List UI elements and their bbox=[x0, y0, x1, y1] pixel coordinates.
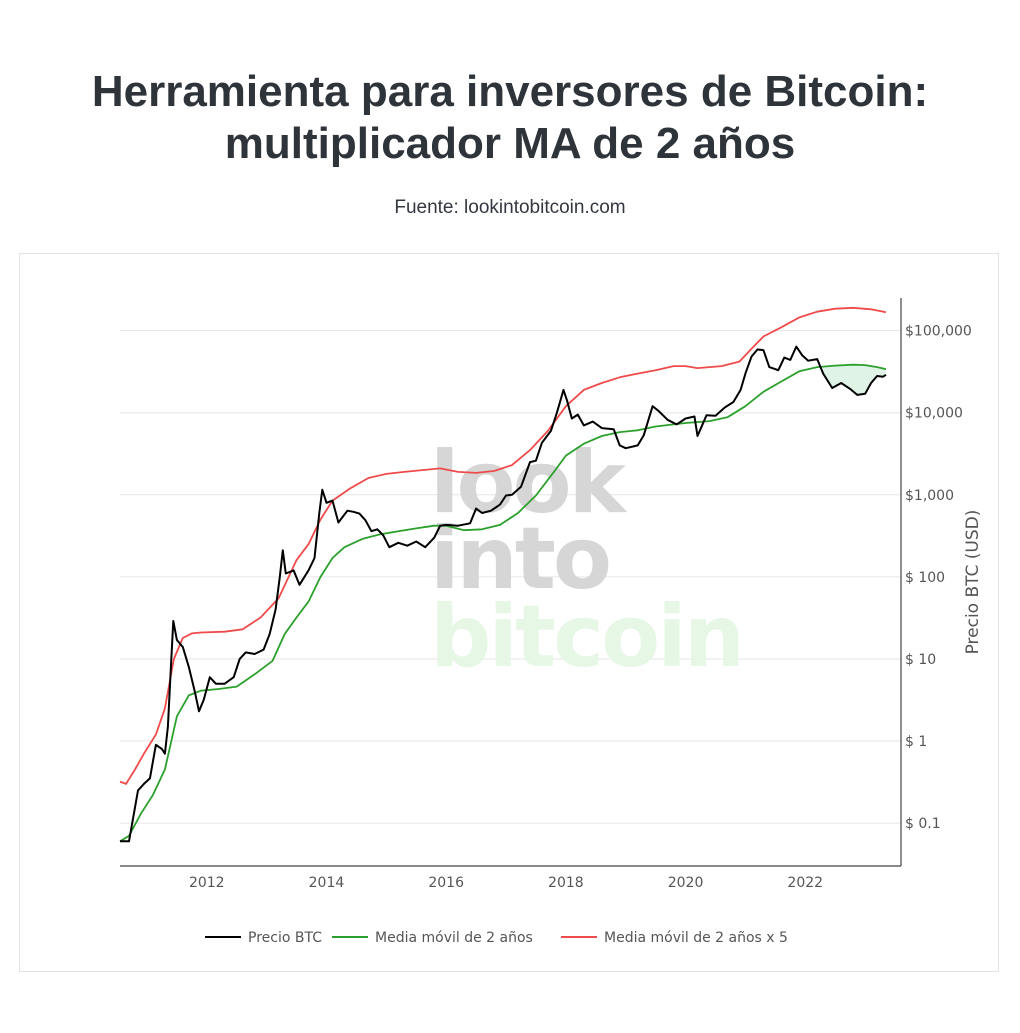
btc-price-line bbox=[120, 345, 887, 843]
ma-2y-x5-line bbox=[119, 306, 887, 785]
legend-item[interactable]: Media móvil de 2 años x 5 bbox=[561, 930, 788, 946]
legend-label: Media móvil de 2 años bbox=[375, 930, 533, 946]
y-axis-title: Precio BTC (USD) bbox=[963, 510, 983, 655]
x-tick-label: 2022 bbox=[787, 875, 823, 891]
legend: Precio BTC Media móvil de 2 años Media móv… bbox=[205, 930, 788, 946]
x-tick-label: 2018 bbox=[548, 875, 584, 891]
watermark-logo: look into bitcoin bbox=[430, 433, 745, 687]
y-tick-label: $10,000 bbox=[905, 406, 963, 422]
x-tick-label: 2014 bbox=[309, 875, 345, 891]
x-tick-labels: 2012 2014 2016 2018 2020 2022 bbox=[189, 875, 823, 891]
y-tick-labels: $ 0.1 $ 1 $ 10 $ 100 $1,000 $10,000 $100,000 bbox=[905, 324, 972, 832]
source-caption: Fuente: lookintobitcoin.com bbox=[394, 197, 626, 218]
y-tick-label: $ 10 bbox=[905, 652, 936, 668]
chart-frame: look into bitcoin 2012 2014 2016 2018 2020 20… bbox=[19, 253, 999, 972]
axes bbox=[120, 298, 902, 867]
y-tick-label: $1,000 bbox=[905, 488, 954, 504]
page-title: Herramienta para inversores de Bitcoin: … bbox=[91, 67, 929, 168]
series-layer bbox=[119, 306, 887, 843]
y-tick-label: $ 0.1 bbox=[905, 816, 941, 832]
x-tick-label: 2012 bbox=[189, 875, 225, 891]
y-tick-label: $100,000 bbox=[905, 324, 972, 340]
legend-item[interactable]: Precio BTC bbox=[205, 930, 322, 946]
watermark-line3: bitcoin bbox=[430, 587, 742, 687]
y-tick-label: $ 100 bbox=[905, 570, 945, 586]
ma-2y-line bbox=[119, 363, 887, 843]
x-tick-label: 2020 bbox=[668, 875, 704, 891]
legend-item[interactable]: Media móvil de 2 años bbox=[332, 930, 533, 946]
legend-label: Precio BTC bbox=[248, 930, 322, 946]
chart-canvas: look into bitcoin 2012 2014 2016 2018 2020 20… bbox=[119, 298, 983, 946]
legend-label: Media móvil de 2 años x 5 bbox=[604, 930, 788, 946]
y-tick-label: $ 1 bbox=[905, 734, 927, 750]
ma-fill-layer bbox=[823, 364, 887, 395]
x-tick-label: 2016 bbox=[428, 875, 464, 891]
below-ma-shading bbox=[823, 364, 887, 395]
